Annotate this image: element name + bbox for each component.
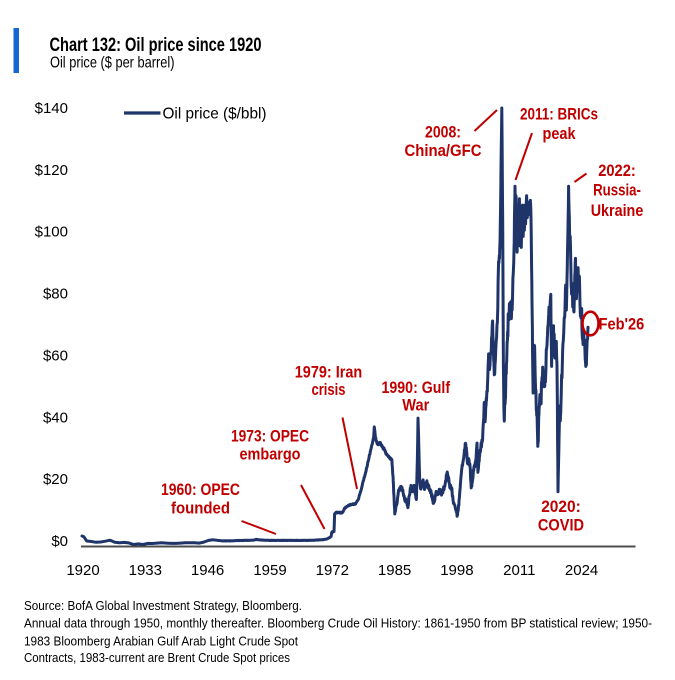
svg-text:1959: 1959 (253, 562, 286, 579)
svg-text:2008:: 2008: (425, 124, 461, 142)
svg-text:$0: $0 (51, 533, 68, 550)
svg-text:1973: OPEC: 1973: OPEC (231, 428, 309, 446)
svg-text:Oil price ($ per barrel): Oil price ($ per barrel) (50, 55, 175, 72)
svg-text:Feb'26: Feb'26 (599, 315, 645, 334)
svg-text:crisis: crisis (312, 381, 346, 399)
svg-text:founded: founded (171, 500, 230, 518)
svg-text:$100: $100 (35, 224, 68, 241)
svg-text:COVID: COVID (538, 517, 584, 535)
svg-text:War: War (402, 396, 430, 414)
svg-text:$80: $80 (43, 286, 68, 303)
svg-text:2024: 2024 (565, 562, 598, 579)
svg-text:Chart 132: Oil price since 192: Chart 132: Oil price since 1920 (50, 35, 262, 56)
svg-text:embargo: embargo (240, 446, 301, 464)
svg-text:1946: 1946 (191, 562, 224, 579)
svg-text:Russia-: Russia- (593, 182, 641, 200)
svg-text:Contracts, 1983-current are Br: Contracts, 1983-current are Brent Crude … (24, 651, 290, 665)
svg-text:1979: Iran: 1979: Iran (295, 364, 363, 382)
svg-text:peak: peak (543, 125, 577, 143)
svg-text:$40: $40 (43, 409, 68, 426)
svg-text:1990: Gulf: 1990: Gulf (382, 379, 451, 397)
svg-text:2011: BRICs: 2011: BRICs (520, 106, 598, 124)
svg-text:$60: $60 (43, 347, 68, 364)
svg-text:$20: $20 (43, 471, 68, 488)
svg-text:1920: 1920 (66, 562, 99, 579)
svg-text:Source: BofA Global Investment: Source: BofA Global Investment Strategy,… (24, 599, 302, 613)
svg-text:Annual data through 1950, mont: Annual data through 1950, monthly therea… (24, 617, 652, 631)
svg-text:$140: $140 (35, 100, 68, 117)
svg-text:1933: 1933 (129, 562, 162, 579)
svg-text:2020:: 2020: (541, 498, 581, 516)
svg-text:2022:: 2022: (598, 162, 636, 180)
svg-text:Oil price ($/bbl): Oil price ($/bbl) (163, 106, 267, 123)
svg-text:1972: 1972 (316, 562, 349, 579)
svg-text:1998: 1998 (440, 562, 473, 579)
svg-text:Ukraine: Ukraine (591, 202, 644, 220)
svg-text:China/GFC: China/GFC (405, 142, 482, 160)
svg-text:1985: 1985 (378, 562, 411, 579)
svg-text:2011: 2011 (503, 562, 535, 579)
svg-text:1960: OPEC: 1960: OPEC (161, 481, 240, 499)
svg-text:$120: $120 (35, 162, 68, 179)
svg-text:1983 Bloomberg Arabian Gulf Ar: 1983 Bloomberg Arabian Gulf Arab Light C… (24, 634, 298, 648)
